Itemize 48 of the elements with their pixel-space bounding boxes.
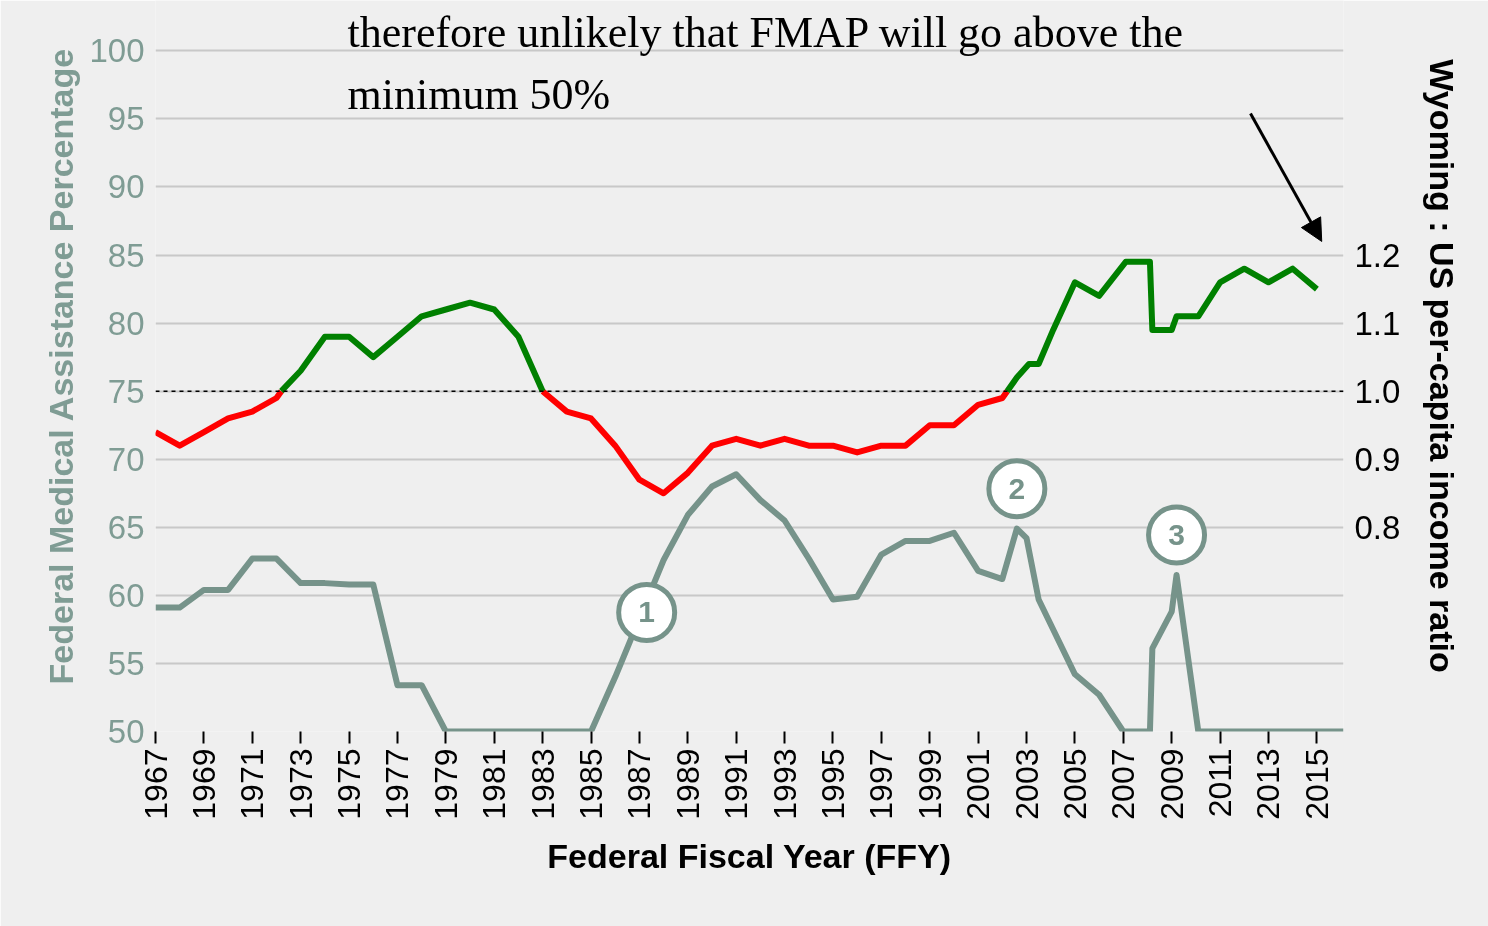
x-tick-label: 1995	[814, 748, 851, 820]
y-tick-label: 70	[107, 440, 145, 478]
y2-axis-title: Wyoming : US per-capita income ratio	[1423, 59, 1462, 673]
x-tick-label: 2001	[960, 748, 997, 820]
x-tick-label: 1977	[379, 748, 416, 820]
y2-tick-label: 1.1	[1354, 304, 1401, 342]
annotation: therefore unlikely that FMAP will go above the minimum 50%	[347, 8, 1183, 119]
x-tick-label: 1971	[234, 748, 271, 820]
x-tick-label: 1969	[185, 748, 222, 820]
x-tick-label: 1983	[524, 748, 561, 820]
y-tick-label: 60	[107, 576, 145, 614]
y-tick-label: 90	[107, 168, 145, 206]
x-tick-label: 1989	[669, 748, 706, 820]
y-tick-label: 55	[107, 644, 145, 682]
x-tick-label: 1991	[718, 748, 755, 820]
y-axis-title: Federal Medical Assistance Percentage	[42, 48, 81, 685]
x-tick-label: 1993	[766, 748, 803, 820]
y2-tick-label: 0.9	[1354, 440, 1401, 478]
x-tick-label: 2003	[1008, 748, 1045, 820]
x-tick-label: 2011	[1202, 748, 1239, 818]
y-tick-label: 65	[107, 508, 145, 546]
y-tick-label: 75	[107, 372, 145, 410]
x-tick-label: 2005	[1056, 748, 1093, 820]
y2-tick-label: 0.8	[1354, 508, 1401, 546]
x-axis-title: Federal Fiscal Year (FFY)	[547, 836, 952, 875]
x-tick-label: 2013	[1250, 748, 1287, 820]
x-tick-label: 1975	[331, 748, 368, 820]
y2-tick-label: 1.0	[1354, 372, 1401, 410]
x-tick-label: 1979	[427, 748, 464, 820]
x-tick-label: 1999	[911, 748, 948, 820]
y-tick-label: 100	[89, 32, 145, 70]
x-tick-label: 2015	[1298, 748, 1335, 820]
y2-tick-label: 1.2	[1354, 236, 1401, 274]
annotation: 2	[1008, 471, 1026, 505]
y-tick-label: 95	[107, 100, 145, 138]
x-tick-label: 1987	[621, 748, 658, 820]
y-tick-label: 85	[107, 236, 145, 274]
y-tick-label: 50	[107, 713, 145, 750]
y-tick-label: 80	[107, 304, 145, 342]
x-tick-label: 1997	[863, 748, 900, 820]
x-tick-label: 1973	[282, 748, 319, 820]
x-tick-label: 1981	[476, 748, 513, 820]
x-tick-label: 1985	[573, 748, 610, 820]
annotation: 1	[638, 595, 656, 629]
x-tick-label: 2009	[1153, 748, 1190, 820]
x-tick-label: 2007	[1105, 748, 1142, 820]
annotation: 3	[1168, 517, 1185, 551]
x-tick-label: 1967	[137, 748, 174, 820]
